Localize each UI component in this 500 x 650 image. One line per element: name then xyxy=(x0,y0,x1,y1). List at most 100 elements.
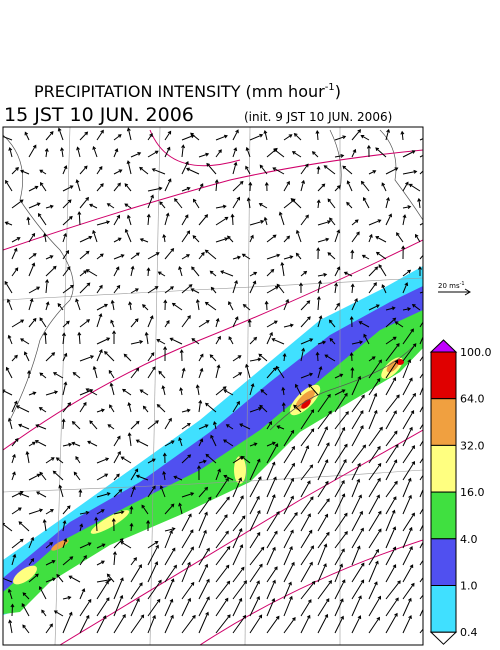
wind-arrow xyxy=(283,477,295,498)
wind-arrow xyxy=(249,531,261,549)
wind-arrow xyxy=(198,611,209,634)
wind-arrow xyxy=(11,247,18,260)
wind-arrow xyxy=(198,547,210,566)
wind-arrow xyxy=(232,372,243,379)
wind-arrow xyxy=(334,598,344,617)
wind-arrow xyxy=(351,219,359,226)
wind-arrow xyxy=(334,153,345,158)
wind-arrow xyxy=(300,338,314,345)
wind-arrow xyxy=(215,335,221,345)
wind-arrow xyxy=(249,383,255,396)
wind-arrow xyxy=(300,445,310,464)
wind-arrow xyxy=(328,319,336,328)
wind-arrow xyxy=(283,561,295,583)
wind-arrow xyxy=(147,544,159,566)
wind-arrow xyxy=(283,298,290,311)
wind-arrow xyxy=(315,130,320,141)
scale-arrowhead xyxy=(464,288,471,296)
wind-arrow xyxy=(141,504,149,515)
wind-arrow xyxy=(198,424,209,430)
wind-arrow xyxy=(385,394,400,413)
wind-arrow xyxy=(266,566,278,583)
wind-arrow xyxy=(300,163,309,175)
wind-arrow xyxy=(164,564,177,583)
wind-arrow xyxy=(351,545,361,566)
wind-arrow xyxy=(181,186,191,192)
wind-arrow xyxy=(135,439,149,447)
wind-arrow xyxy=(3,577,13,583)
wind-arrow xyxy=(62,595,72,600)
wind-arrow xyxy=(300,372,314,379)
wind-arrow xyxy=(334,563,344,583)
wind-arrow xyxy=(7,417,13,430)
wind-arrow xyxy=(266,598,276,617)
wind-arrow xyxy=(192,235,200,243)
wind-arrow xyxy=(87,440,98,447)
wind-arrow xyxy=(164,440,175,447)
wind-arrow xyxy=(259,164,268,175)
wind-arrow xyxy=(179,387,184,396)
wind-arrow xyxy=(94,516,99,532)
wind-arrow xyxy=(178,502,183,515)
wind-arrow xyxy=(79,235,93,243)
wind-arrow xyxy=(198,183,204,192)
scale-label: 20 ms-1 xyxy=(438,281,465,290)
wind-arrow xyxy=(266,579,276,600)
wind-arrow xyxy=(198,578,210,600)
wind-arrow xyxy=(300,316,311,328)
wind-arrow xyxy=(419,488,423,498)
wind-arrow xyxy=(96,543,106,549)
wind-arrow xyxy=(260,389,268,396)
wind-arrow xyxy=(283,595,293,617)
wind-arrow xyxy=(195,298,200,311)
wind-arrow xyxy=(181,614,196,634)
wind-arrow xyxy=(368,170,377,175)
wind-arrow xyxy=(77,211,82,226)
wind-arrow xyxy=(129,522,134,532)
wind-arrow xyxy=(75,179,81,192)
wind-arrow xyxy=(385,496,397,515)
wind-arrow xyxy=(402,445,415,464)
wind-arrow xyxy=(139,389,149,396)
wind-arrow xyxy=(147,252,160,260)
wind-arrow xyxy=(351,394,365,413)
wind-arrow xyxy=(350,283,355,294)
wind-arrow xyxy=(39,317,47,328)
wind-arrow xyxy=(42,519,47,532)
wind-arrow xyxy=(266,510,280,532)
wind-arrow xyxy=(112,330,116,345)
wind-arrow xyxy=(402,181,409,192)
wind-arrow xyxy=(402,564,414,583)
wind-arrow xyxy=(130,468,139,481)
wind-arrow xyxy=(419,559,423,566)
wind-arrow xyxy=(402,477,412,498)
wind-arrow xyxy=(5,366,13,379)
wind-arrow xyxy=(368,581,378,600)
wind-arrow xyxy=(419,138,423,141)
wind-arrow xyxy=(28,441,36,447)
wind-arrow xyxy=(79,250,90,260)
wind-arrow xyxy=(147,366,156,379)
wind-arrow xyxy=(228,336,234,345)
wind-arrow xyxy=(249,563,263,583)
wind-arrow xyxy=(385,509,396,532)
wind-arrow xyxy=(107,424,115,430)
wind-arrow xyxy=(35,424,47,430)
wind-arrow xyxy=(79,355,95,362)
wind-arrow xyxy=(323,165,336,175)
wind-arrow xyxy=(158,370,166,379)
wind-arrow xyxy=(198,152,210,158)
wind-arrow xyxy=(77,331,82,345)
wind-arrow xyxy=(232,515,246,532)
wind-arrow xyxy=(126,160,132,175)
wind-arrow xyxy=(11,319,25,328)
wind-arrow xyxy=(283,255,294,260)
wind-arrow xyxy=(178,266,183,277)
wind-arrow xyxy=(266,615,280,634)
colorbar-cell xyxy=(430,351,457,400)
wind-arrow xyxy=(266,476,277,498)
colorbar-label: 100.0 xyxy=(460,346,492,359)
wind-arrow xyxy=(419,321,423,328)
wind-arrow xyxy=(139,166,149,175)
